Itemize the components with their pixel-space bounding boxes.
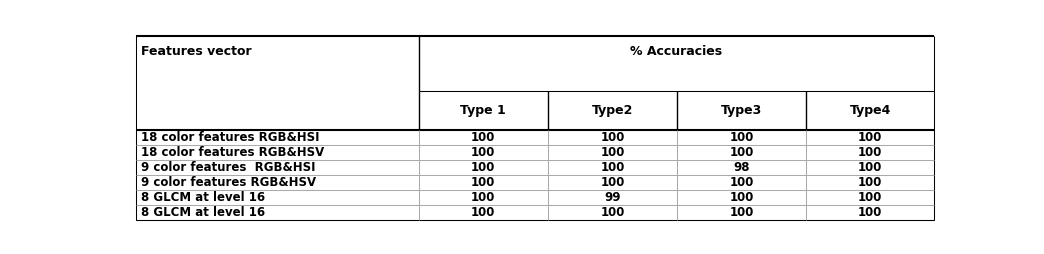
Text: 100: 100: [858, 206, 882, 219]
Text: 18 color features RGB&HSI: 18 color features RGB&HSI: [141, 131, 319, 144]
Text: Type2: Type2: [592, 104, 633, 117]
Text: 100: 100: [471, 161, 496, 174]
Text: 100: 100: [600, 131, 624, 144]
Text: 100: 100: [600, 176, 624, 189]
Text: 100: 100: [471, 131, 496, 144]
Text: 9 color features RGB&HSV: 9 color features RGB&HSV: [141, 176, 316, 189]
Text: 100: 100: [730, 131, 754, 144]
Text: 100: 100: [600, 206, 624, 219]
Text: 100: 100: [471, 191, 496, 204]
Text: 100: 100: [858, 161, 882, 174]
Text: % Accuracies: % Accuracies: [631, 45, 722, 58]
Text: 100: 100: [730, 176, 754, 189]
Text: Type4: Type4: [850, 104, 891, 117]
Text: 100: 100: [730, 206, 754, 219]
Text: 100: 100: [858, 146, 882, 159]
Text: 100: 100: [471, 206, 496, 219]
Text: 100: 100: [600, 161, 624, 174]
Text: 100: 100: [730, 191, 754, 204]
Text: 100: 100: [471, 146, 496, 159]
Text: Features vector: Features vector: [141, 45, 252, 58]
Text: Type 1: Type 1: [460, 104, 506, 117]
Text: 18 color features RGB&HSV: 18 color features RGB&HSV: [141, 146, 325, 159]
Text: 100: 100: [858, 176, 882, 189]
Text: 100: 100: [858, 191, 882, 204]
Text: 9 color features  RGB&HSI: 9 color features RGB&HSI: [141, 161, 315, 174]
Text: Type3: Type3: [721, 104, 762, 117]
Text: 98: 98: [734, 161, 750, 174]
Text: 8 GLCM at level 16: 8 GLCM at level 16: [141, 191, 265, 204]
Text: 100: 100: [600, 146, 624, 159]
Text: 8 GLCM at level 16: 8 GLCM at level 16: [141, 206, 265, 219]
Text: 100: 100: [730, 146, 754, 159]
Text: 100: 100: [858, 131, 882, 144]
Text: 99: 99: [604, 191, 621, 204]
Text: 100: 100: [471, 176, 496, 189]
